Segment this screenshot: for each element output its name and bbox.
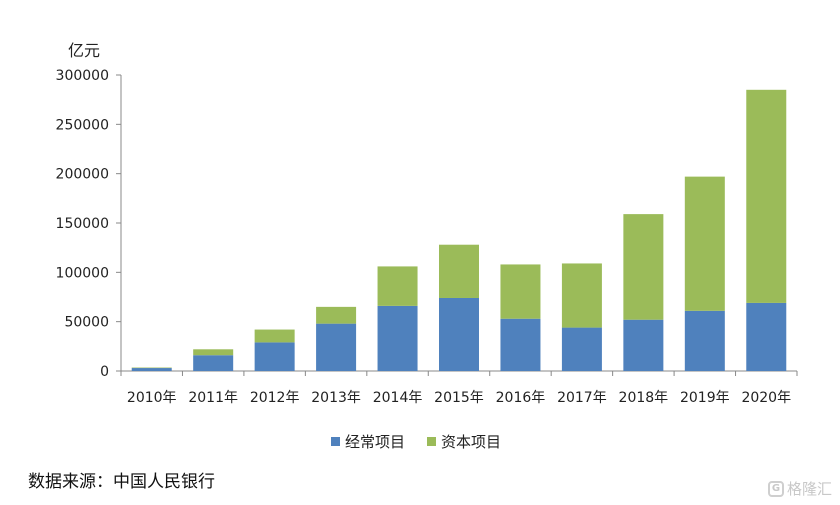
legend-swatch-current-account <box>331 437 340 446</box>
y-tick-label: 0 <box>100 364 109 380</box>
bar-capital-account <box>377 266 418 306</box>
y-tick-label: 300000 <box>56 68 109 84</box>
x-tick-label: 2016年 <box>496 390 546 406</box>
x-tick-label: 2013年 <box>311 390 361 406</box>
tick-labels: 0 50000 100000 150000 200000 250000 300000 2010… <box>56 68 792 406</box>
legend: 经常项目 资本项目 <box>331 431 501 452</box>
bar-current-account <box>316 323 357 371</box>
y-tick-label: 150000 <box>56 216 109 232</box>
bar-capital-account <box>623 214 664 320</box>
legend-item-current-account: 经常项目 <box>331 431 405 452</box>
x-tick-label: 2019年 <box>680 390 730 406</box>
bar-capital-account <box>561 263 602 328</box>
bar-current-account <box>254 342 295 371</box>
y-tick-label: 200000 <box>56 167 109 183</box>
bar-current-account <box>623 319 664 371</box>
bar-current-account <box>131 368 172 371</box>
watermark-logo-icon: G <box>767 480 784 497</box>
legend-item-capital-account: 资本项目 <box>427 431 501 452</box>
bar-current-account <box>500 318 541 371</box>
bar-current-account <box>746 302 787 371</box>
x-tick-label: 2015年 <box>434 390 484 406</box>
bar-capital-account <box>684 176 725 311</box>
legend-swatch-capital-account <box>427 437 437 446</box>
data-source-note: 数据来源：中国人民银行 <box>28 472 215 492</box>
y-tick-label: 100000 <box>56 265 109 281</box>
x-tick-label: 2011年 <box>188 390 238 406</box>
bar-capital-account <box>254 329 295 343</box>
x-tick-label: 2017年 <box>557 390 607 406</box>
bar-capital-account <box>439 244 479 298</box>
bar-current-account <box>377 305 418 371</box>
y-axis-unit-label: 亿元 <box>68 41 101 60</box>
legend-label-current-account: 经常项目 <box>345 433 406 451</box>
bar-capital-account <box>500 264 541 319</box>
y-tick-label: 50000 <box>64 315 109 331</box>
x-tick-label: 2014年 <box>373 390 423 406</box>
legend-label-capital-account: 资本项目 <box>441 433 502 451</box>
watermark-text: 格隆汇 <box>786 480 832 498</box>
x-tick-label: 2020年 <box>741 390 791 406</box>
bar-current-account <box>439 297 479 371</box>
bar-current-account <box>193 355 234 371</box>
x-tick-label: 2010年 <box>127 390 177 406</box>
watermark: G 格隆汇 <box>767 478 832 499</box>
bars <box>131 89 787 371</box>
y-tick-label: 250000 <box>56 117 109 133</box>
bar-capital-account <box>746 89 787 303</box>
bar-current-account <box>684 310 725 371</box>
bar-capital-account <box>316 306 357 324</box>
bar-current-account <box>561 327 602 371</box>
x-tick-label: 2012年 <box>250 390 300 406</box>
x-tick-label: 2018年 <box>619 390 669 406</box>
bar-capital-account <box>193 349 234 356</box>
